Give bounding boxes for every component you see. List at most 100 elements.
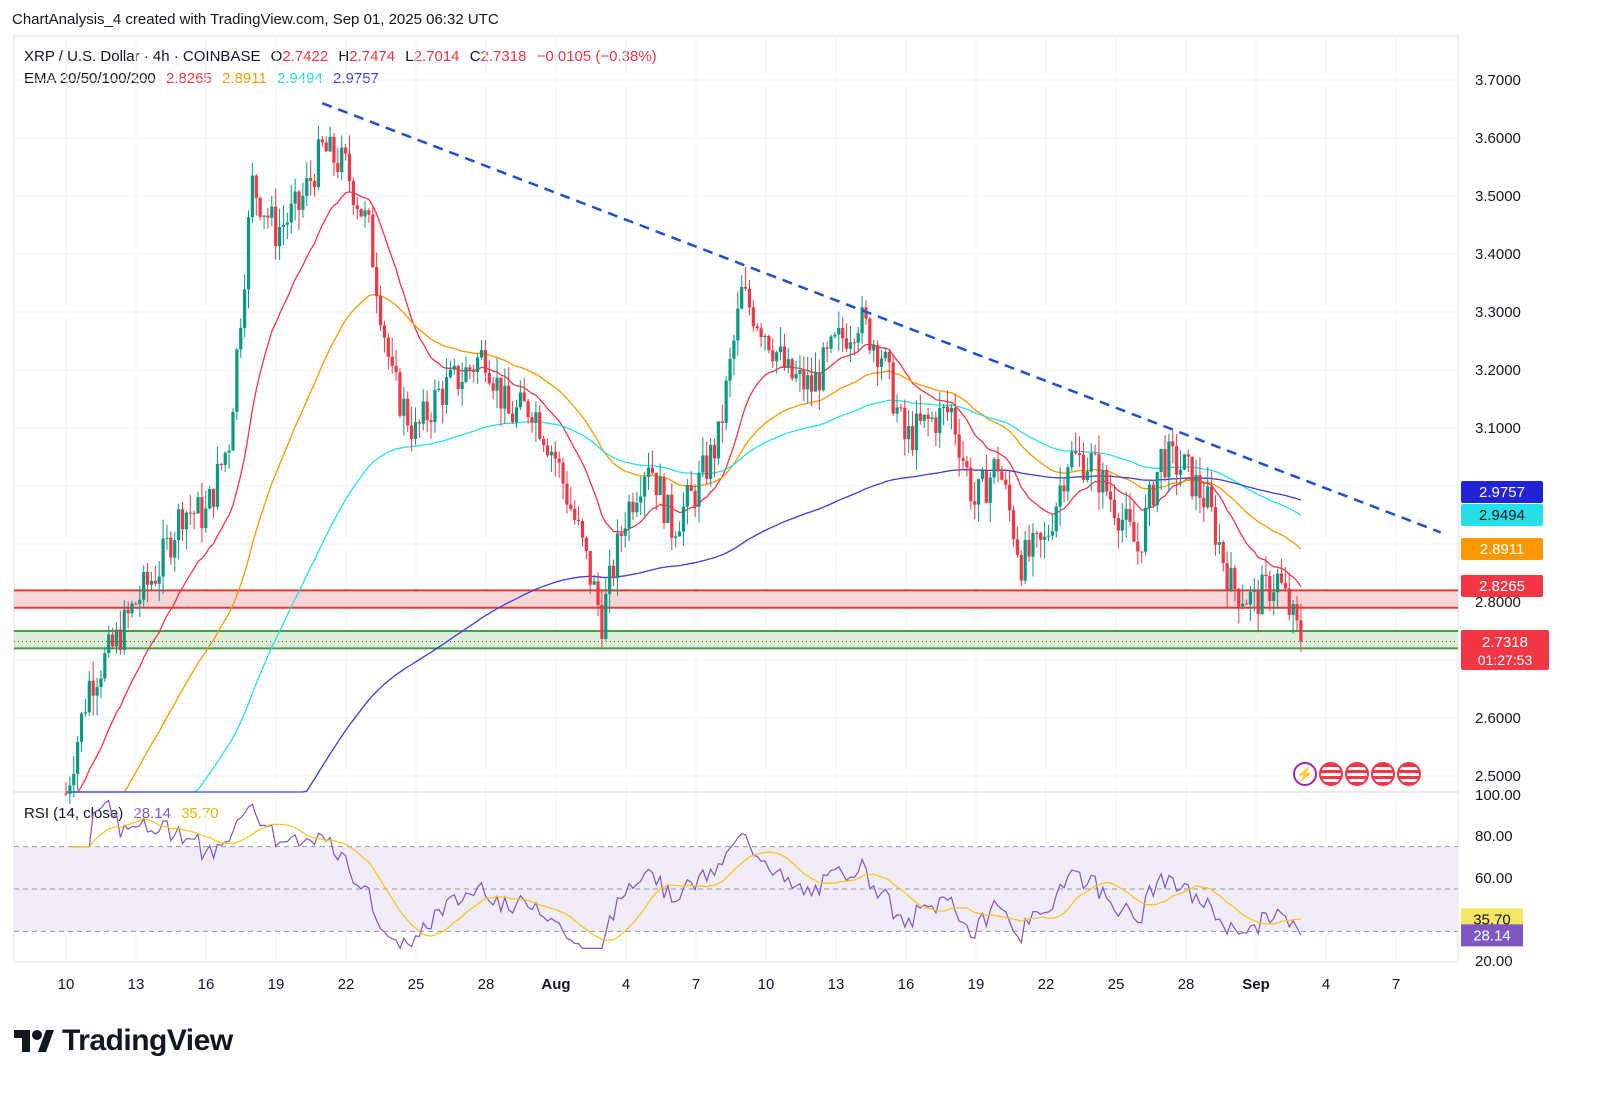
- candle: [1143, 495, 1148, 556]
- candle-body: [720, 421, 724, 423]
- x-tick-label: 19: [268, 976, 285, 993]
- last-price-tag-bg: [1461, 630, 1549, 670]
- candle: [305, 162, 309, 206]
- candle-body: [592, 581, 596, 585]
- candle-body: [681, 506, 686, 532]
- rsi-pane: [14, 799, 1458, 950]
- candle-body: [91, 680, 95, 696]
- candle: [476, 353, 480, 384]
- candle-body: [1089, 453, 1093, 472]
- candle-body: [1011, 510, 1016, 540]
- candle-body: [1019, 554, 1023, 581]
- x-tick-label: 16: [198, 976, 215, 993]
- candle-body: [976, 479, 981, 505]
- candle: [1299, 603, 1303, 652]
- candle-body: [1295, 604, 1299, 621]
- candle-body: [499, 377, 503, 409]
- us-flag-icon[interactable]: [1371, 762, 1395, 786]
- candle: [984, 454, 988, 504]
- candle-body: [860, 307, 864, 334]
- candle-body: [615, 533, 620, 579]
- candle-body: [1066, 467, 1070, 492]
- candle: [421, 389, 425, 431]
- candle: [561, 457, 565, 500]
- candle: [1140, 551, 1144, 564]
- x-tick-label: 4: [622, 976, 630, 993]
- candle: [1004, 469, 1008, 490]
- rsi-legend[interactable]: RSI (14, close) 28.14 35.70: [24, 805, 219, 822]
- candle-body: [398, 372, 402, 416]
- candle-body: [1074, 451, 1078, 454]
- candle-body: [759, 328, 763, 338]
- candle-body: [1272, 592, 1276, 602]
- candle: [619, 525, 623, 552]
- candle-body: [732, 340, 736, 359]
- candle: [1167, 433, 1171, 492]
- candle: [604, 578, 608, 641]
- tradingview-logo-icon: [14, 1030, 54, 1052]
- tradingview-logo[interactable]: TradingView: [14, 1024, 233, 1058]
- candle-body: [670, 494, 674, 538]
- candle-body: [1140, 551, 1144, 553]
- candle-body: [848, 342, 853, 349]
- candle-body: [1035, 532, 1039, 534]
- rsi-ma-tag: 35.70: [1473, 911, 1511, 928]
- candle: [274, 188, 278, 260]
- candle-body: [145, 571, 150, 585]
- ema100-value: 2.9494: [276, 70, 323, 87]
- us-flag-icon[interactable]: [1319, 762, 1343, 786]
- ema-legend[interactable]: EMA 20/50/100/200 2.8265 2.8911 2.9494 2…: [24, 70, 379, 87]
- candle: [891, 353, 895, 416]
- candle: [996, 446, 1000, 483]
- candle-body: [1171, 441, 1175, 447]
- candle-body: [949, 407, 953, 413]
- candle: [246, 210, 251, 309]
- candle-body: [1252, 589, 1256, 592]
- us-flag-icon[interactable]: [1345, 762, 1369, 786]
- candle: [775, 350, 779, 374]
- candle: [588, 550, 592, 594]
- candle: [328, 126, 332, 153]
- candle-body: [802, 369, 806, 390]
- candle: [724, 376, 728, 430]
- candle-body: [565, 483, 569, 505]
- candle: [643, 472, 647, 516]
- candle-body: [926, 414, 930, 419]
- candle: [545, 438, 550, 458]
- candle-body: [363, 210, 367, 217]
- candle-body: [239, 327, 243, 350]
- us-flag-icon[interactable]: [1397, 762, 1421, 786]
- candle: [813, 352, 818, 392]
- candle-body: [301, 195, 305, 211]
- candle: [211, 488, 216, 518]
- candle: [1155, 471, 1159, 513]
- candle-body: [262, 215, 266, 217]
- candle-body: [1120, 519, 1124, 531]
- lightning-icon[interactable]: ⚡: [1293, 762, 1317, 786]
- candle: [802, 356, 806, 402]
- ema200-price-tag: 2.9757: [1479, 484, 1525, 501]
- candle-body: [1132, 521, 1136, 542]
- event-icons[interactable]: ⚡: [1293, 762, 1421, 788]
- candle: [1283, 566, 1287, 592]
- grid: [13, 35, 1459, 963]
- candle: [433, 379, 437, 433]
- candle: [382, 320, 387, 353]
- candle: [1171, 430, 1175, 464]
- candle: [153, 565, 157, 587]
- candle-body: [250, 175, 254, 218]
- rsi-value: 28.14: [133, 805, 171, 822]
- x-tick-label: 19: [968, 976, 985, 993]
- candle: [988, 471, 992, 523]
- candle: [829, 334, 833, 354]
- candle: [142, 565, 146, 609]
- symbol-legend[interactable]: XRP / U.S. Dollar · 4h · COINBASE O2.742…: [24, 48, 657, 65]
- candle-body: [72, 773, 76, 786]
- candle-body: [95, 686, 99, 696]
- candle: [522, 378, 526, 402]
- candle: [728, 347, 732, 398]
- candle-body: [1097, 454, 1101, 493]
- x-tick-label: 7: [692, 976, 700, 993]
- candle: [1206, 466, 1210, 510]
